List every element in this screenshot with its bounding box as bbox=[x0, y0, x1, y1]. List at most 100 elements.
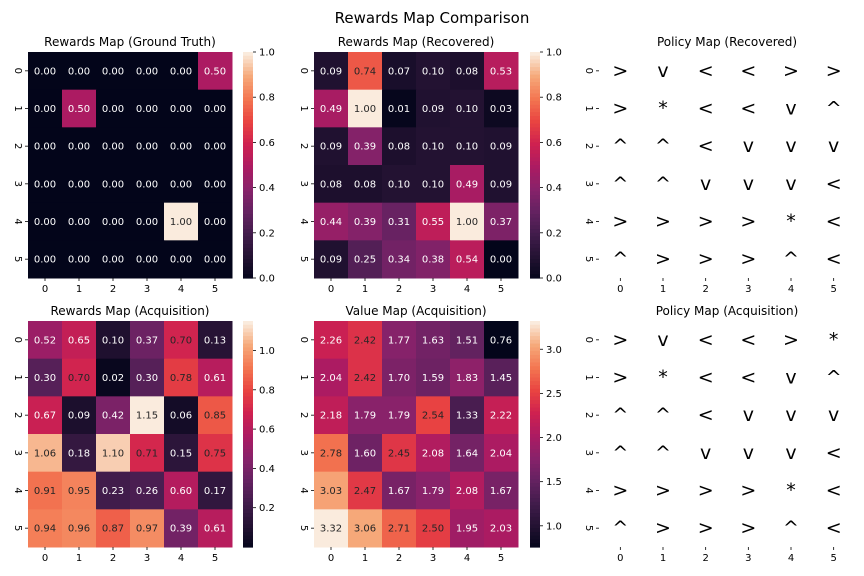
cell-value-label: 0.00 bbox=[490, 255, 512, 266]
cell-value-label: 0.25 bbox=[354, 255, 376, 266]
cell-value-label: 0.00 bbox=[170, 255, 192, 266]
cell-value-label: 0.50 bbox=[68, 104, 90, 115]
colorbar-segment bbox=[530, 471, 540, 477]
colorbar-segment bbox=[243, 232, 253, 238]
colorbar-segment bbox=[530, 400, 540, 405]
x-tick-label: 3 bbox=[430, 553, 436, 564]
policy-symbol: v bbox=[785, 173, 796, 195]
colorbar-segment bbox=[530, 441, 540, 446]
colorbar-segment bbox=[530, 482, 540, 488]
heatmap-cell bbox=[62, 240, 97, 279]
heatmap-cell bbox=[416, 202, 451, 241]
colorbar-segment bbox=[243, 347, 253, 352]
subplot-3: Rewards Map (Acquisition)0.52 0.65 0.10 0.3… bbox=[12, 304, 275, 564]
colorbar-tick-label: 2.5 bbox=[546, 389, 562, 400]
colorbar-segment bbox=[530, 251, 540, 256]
cell-value-label: 0.00 bbox=[170, 179, 192, 190]
cell-value-label: 1.00 bbox=[456, 217, 478, 228]
cell-value-label: 2.45 bbox=[388, 448, 410, 459]
cell-value-label: 0.00 bbox=[102, 217, 124, 228]
cell-value-label: 1.60 bbox=[354, 448, 376, 459]
colorbar-segment bbox=[243, 191, 253, 196]
heatmap-cell bbox=[62, 396, 97, 435]
colorbar-segment bbox=[243, 452, 253, 458]
colorbar-segment bbox=[530, 131, 540, 136]
cell-value-label: 0.08 bbox=[354, 179, 376, 190]
heatmap-cell bbox=[198, 509, 233, 548]
colorbar-segment bbox=[530, 336, 540, 341]
colorbar-segment bbox=[243, 195, 253, 200]
colorbar-segment bbox=[530, 531, 540, 537]
colorbar-segment bbox=[530, 262, 540, 268]
policy-symbol: > bbox=[655, 480, 671, 502]
heatmap-cell bbox=[314, 509, 349, 548]
colorbar-segment bbox=[530, 388, 540, 394]
heatmap-cell bbox=[164, 127, 199, 166]
x-tick-label: 0 bbox=[42, 284, 48, 295]
colorbar-segment bbox=[243, 202, 253, 208]
policy-symbol: v bbox=[828, 404, 839, 426]
x-tick-label: 0 bbox=[328, 553, 334, 564]
colorbar-segment bbox=[530, 362, 540, 367]
colorbar-segment bbox=[243, 486, 253, 492]
y-tick-label: 1 bbox=[583, 374, 594, 380]
x-tick-label: 3 bbox=[430, 284, 436, 295]
colorbar-segment bbox=[530, 358, 540, 364]
policy-symbol: > bbox=[612, 367, 628, 389]
colorbar-segment bbox=[530, 509, 540, 514]
cell-value-label: 0.00 bbox=[68, 255, 90, 266]
heatmap-cell bbox=[96, 202, 131, 241]
heatmap-cell bbox=[62, 509, 97, 548]
y-tick-label: 2 bbox=[298, 412, 309, 418]
heatmap-cell bbox=[382, 202, 417, 241]
heatmap-cell bbox=[28, 358, 63, 397]
cell-value-label: 0.74 bbox=[354, 66, 376, 77]
heatmap-cell bbox=[28, 165, 63, 204]
y-tick-label: 1 bbox=[298, 105, 309, 111]
colorbar-tick-label: 1.0 bbox=[546, 521, 562, 532]
cell-value-label: 0.00 bbox=[102, 179, 124, 190]
heatmap-cell bbox=[348, 471, 383, 510]
colorbar-segment bbox=[243, 339, 253, 345]
subplot-1: Rewards Map (Recovered) 0.09 0.74 0.07 0.10 0… bbox=[298, 35, 562, 295]
cell-value-label: 3.32 bbox=[320, 524, 342, 535]
colorbar-segment bbox=[530, 422, 540, 428]
colorbar-segment bbox=[530, 206, 540, 211]
heatmap-cell bbox=[28, 396, 63, 435]
colorbar-segment bbox=[243, 449, 253, 454]
heatmap-cell bbox=[382, 127, 417, 166]
heatmap-cell bbox=[314, 202, 349, 241]
cell-value-label: 2.78 bbox=[320, 448, 342, 459]
colorbar-segment bbox=[530, 85, 540, 91]
colorbar-segment bbox=[530, 195, 540, 200]
policy-symbol: v bbox=[743, 173, 754, 195]
colorbar-segment bbox=[530, 539, 540, 544]
colorbar-segment bbox=[530, 535, 540, 541]
colorbar-segment bbox=[530, 528, 540, 533]
colorbar-segment bbox=[530, 516, 540, 522]
heatmap-cell bbox=[164, 471, 199, 510]
y-tick-label: 2 bbox=[583, 412, 594, 418]
colorbar-segment bbox=[243, 482, 253, 488]
y-tick-label: 2 bbox=[12, 412, 23, 418]
colorbar-segment bbox=[530, 180, 540, 185]
policy-symbol: < bbox=[698, 367, 714, 389]
cell-value-label: 0.10 bbox=[422, 142, 444, 153]
cell-value-label: 0.39 bbox=[354, 217, 376, 228]
cell-value-label: 1.06 bbox=[34, 448, 56, 459]
x-tick-label: 2 bbox=[702, 284, 708, 295]
heatmap-cell bbox=[96, 240, 131, 279]
policy-symbol: ^ bbox=[783, 517, 799, 539]
heatmap-cell bbox=[382, 358, 417, 397]
colorbar-segment bbox=[243, 123, 253, 128]
heatmap-cell bbox=[348, 127, 383, 166]
x-tick-label: 5 bbox=[212, 284, 218, 295]
colorbar-segment bbox=[530, 339, 540, 345]
policy-symbol: > bbox=[698, 211, 714, 233]
colorbar-segment bbox=[243, 146, 253, 151]
y-tick-label: 5 bbox=[583, 256, 594, 262]
heatmap-cell bbox=[164, 434, 199, 473]
colorbar-segment bbox=[530, 449, 540, 454]
cell-value-label: 3.03 bbox=[320, 486, 342, 497]
colorbar-segment bbox=[530, 210, 540, 215]
